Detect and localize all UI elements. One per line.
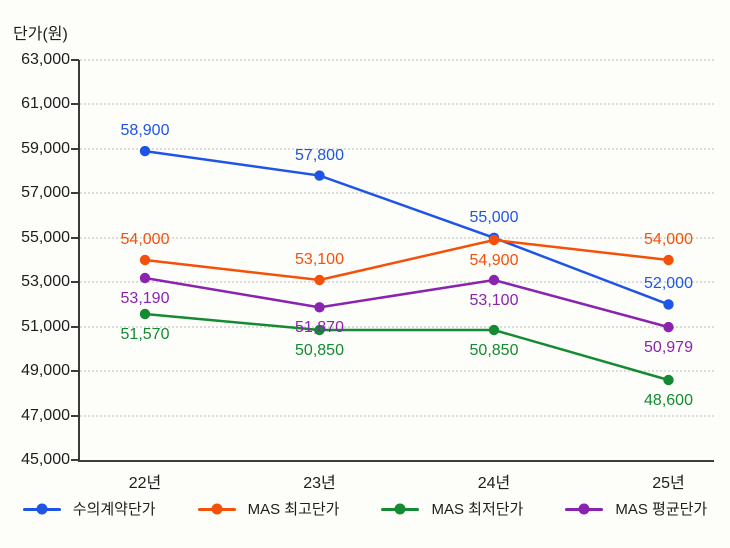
data-point-label: 51,870 bbox=[295, 319, 344, 337]
x-tick-label: 23년 bbox=[303, 475, 336, 492]
series-line bbox=[144, 312, 669, 382]
data-point-label: 58,900 bbox=[120, 122, 170, 140]
data-point bbox=[314, 274, 325, 286]
legend-line-dot-marker bbox=[565, 503, 604, 515]
data-point-label: 54,900 bbox=[469, 252, 519, 269]
data-point bbox=[663, 299, 674, 310]
data-point bbox=[139, 145, 151, 157]
series-layer bbox=[139, 145, 674, 386]
y-tick-label: 51,000 bbox=[21, 317, 70, 335]
y-tick-label: 59,000 bbox=[21, 139, 70, 157]
legend-label: MAS 최저단가 bbox=[431, 501, 524, 518]
legend-item: MAS 최저단가 bbox=[381, 498, 523, 519]
x-tick-label: 24년 bbox=[477, 475, 511, 492]
y-axis-tick bbox=[71, 59, 79, 61]
data-point-label: 54,000 bbox=[120, 231, 170, 248]
gridline bbox=[80, 147, 714, 150]
gridline bbox=[80, 236, 714, 239]
data-point bbox=[488, 274, 500, 286]
legend-line-dot-marker bbox=[22, 503, 61, 515]
y-axis-tick bbox=[71, 147, 79, 150]
y-axis-tick-labels: 45,000 47,000 49,000 51,000 53,000 55,000 57,0… bbox=[0, 51, 70, 468]
legend-item: 수의계약단가 bbox=[22, 498, 156, 519]
data-point-label: 50,850 bbox=[295, 342, 344, 359]
y-tick-label: 55,000 bbox=[21, 228, 70, 246]
series-line bbox=[144, 238, 669, 282]
data-point bbox=[663, 254, 674, 266]
data-point bbox=[139, 254, 151, 266]
series-line bbox=[144, 149, 669, 306]
y-axis-tick bbox=[71, 459, 79, 461]
gridline bbox=[80, 192, 714, 195]
y-axis-tick bbox=[71, 414, 79, 417]
data-point bbox=[314, 302, 325, 313]
data-point bbox=[488, 324, 500, 336]
data-point-label: 50,979 bbox=[644, 339, 693, 357]
y-axis-tick bbox=[71, 236, 79, 239]
y-tick-label: 49,000 bbox=[21, 362, 70, 380]
data-point-label: 50,850 bbox=[469, 342, 519, 359]
data-point-label: 48,600 bbox=[644, 392, 693, 409]
y-axis-tick bbox=[71, 370, 79, 373]
legend-label: MAS 평균단가 bbox=[615, 501, 708, 518]
gridline bbox=[80, 103, 714, 106]
legend-item: MAS 최고단가 bbox=[197, 498, 340, 519]
y-tick-label: 45,000 bbox=[21, 451, 70, 468]
gridline bbox=[80, 325, 714, 328]
y-axis-tick bbox=[71, 103, 79, 106]
data-point-label: 53,190 bbox=[120, 290, 170, 307]
y-tick-label: 53,000 bbox=[21, 273, 70, 291]
data-point bbox=[663, 321, 674, 333]
x-tick-label: 25년 bbox=[652, 475, 685, 492]
data-point-label: 54,000 bbox=[644, 231, 693, 248]
data-point-label: 57,800 bbox=[295, 146, 344, 164]
data-point-label: 52,000 bbox=[644, 275, 693, 293]
y-tick-label: 61,000 bbox=[21, 95, 70, 113]
data-point bbox=[139, 308, 151, 320]
gridline bbox=[80, 281, 714, 284]
legend-label: MAS 최고단가 bbox=[247, 501, 340, 518]
chart-legend: 수의계약단가 MAS 최고단가 MAS 최저단가 MAS 평균단가 bbox=[0, 498, 730, 519]
gridline bbox=[80, 414, 714, 417]
y-axis-title: 단가(원) bbox=[13, 26, 68, 43]
data-point-label: 53,100 bbox=[295, 251, 344, 268]
plot-area: 22년 23년 24년 25년 58,900 57,800 55,000 52,000 54,0… bbox=[71, 59, 714, 492]
y-axis-tick bbox=[71, 192, 79, 195]
y-axis-tick bbox=[71, 325, 79, 328]
y-tick-label: 57,000 bbox=[21, 184, 70, 202]
legend-item: MAS 평균단가 bbox=[565, 498, 707, 519]
data-point bbox=[488, 234, 500, 246]
gridline bbox=[80, 59, 714, 61]
gridline bbox=[80, 370, 714, 373]
x-tick-label: 22년 bbox=[128, 475, 162, 492]
legend-label: 수의계약단가 bbox=[72, 501, 156, 518]
series-line bbox=[144, 276, 669, 329]
y-tick-label: 63,000 bbox=[21, 51, 70, 68]
data-point-label: 51,570 bbox=[120, 326, 170, 343]
legend-line-dot-marker bbox=[197, 503, 236, 515]
data-point-label: 55,000 bbox=[469, 208, 519, 226]
data-point-label: 53,100 bbox=[469, 292, 519, 309]
data-point bbox=[663, 374, 674, 386]
data-point bbox=[139, 272, 151, 284]
y-tick-label: 47,000 bbox=[21, 406, 70, 424]
data-point bbox=[314, 324, 325, 336]
y-axis-tick bbox=[71, 281, 79, 284]
data-point bbox=[314, 170, 325, 181]
legend-line-dot-marker bbox=[381, 503, 420, 515]
